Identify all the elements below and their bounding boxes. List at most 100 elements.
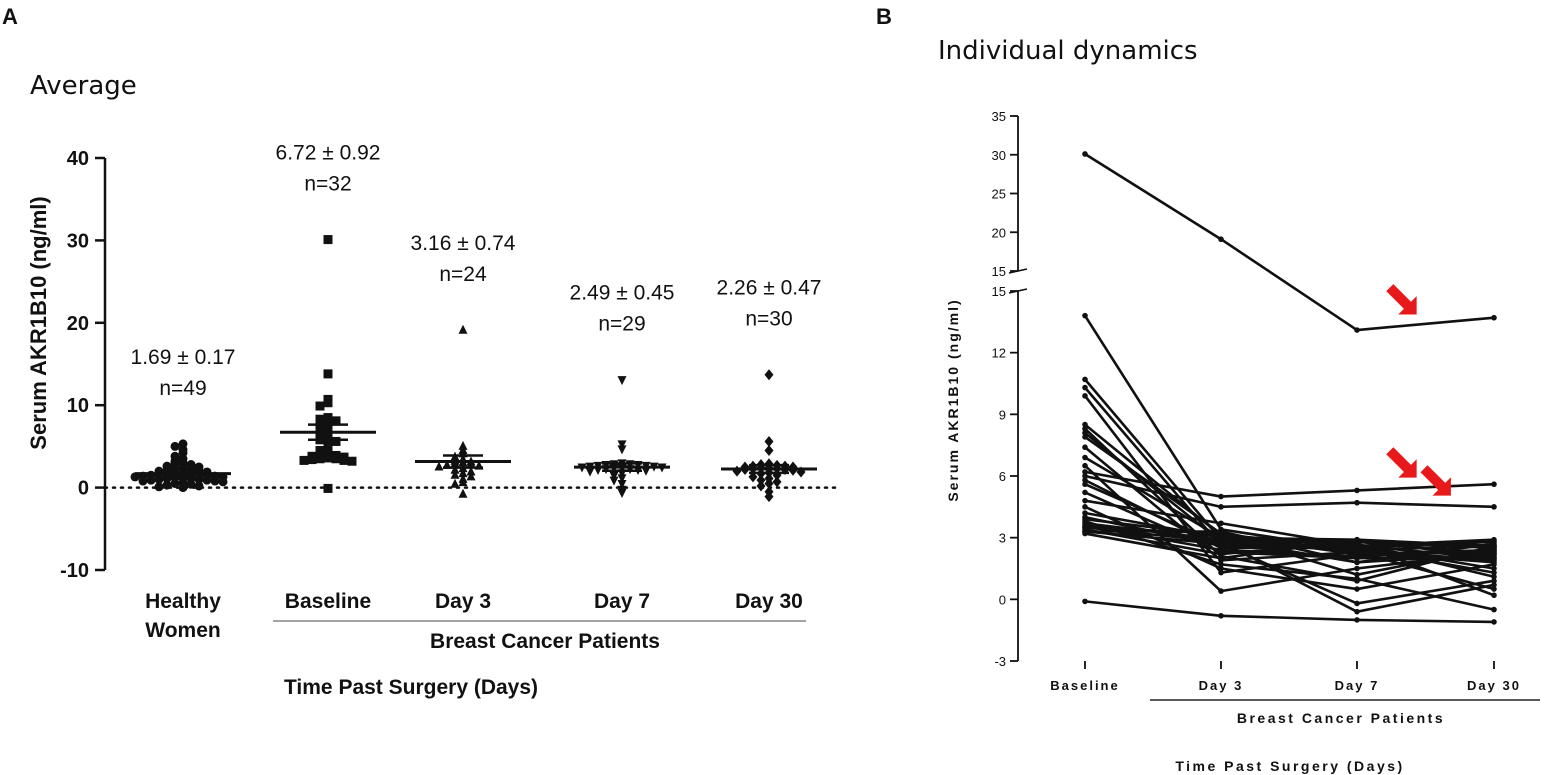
series-point [1218,555,1224,562]
data-point [466,471,476,481]
series-point [1491,565,1497,572]
series-point [1491,559,1497,566]
data-point [764,477,774,489]
series-line-segment [1355,583,1496,613]
panel-a-chart: -10 0 10 20 30 40 1.69 ± 0.17 n=49 Healthy Women… [26,142,842,699]
series-point [1082,473,1088,479]
group-stat-label: 1.69 ± 0.17 [131,346,236,369]
y-tick-label: 20 [992,225,1006,240]
series-point [1082,530,1088,537]
series-point [1082,434,1088,440]
arrow-shape [1386,447,1417,478]
x-tick-label: Baseline [1050,678,1119,693]
series-P31 [1082,530,1497,562]
series-point [1491,504,1497,510]
y-tick-label: 20 [67,313,89,335]
data-point [331,454,341,464]
series-point [1354,543,1360,549]
axis-break-mask [1265,262,1372,296]
series-line-segment [1355,618,1496,624]
panel-b-arrows [1386,284,1451,496]
series-point [1354,549,1360,555]
data-point [178,483,188,493]
series-point [1354,617,1360,623]
series-P32 [1082,598,1497,625]
series-line-segment [1219,563,1359,581]
series-point [1218,493,1224,500]
series-point [1082,444,1088,451]
series-line-segment [1083,378,1223,542]
series-point [1354,575,1360,582]
data-point [315,401,325,411]
data-point [434,461,444,471]
panel-b-labels: Baseline Day 3 Day 7 Day 30 [1050,678,1521,693]
series-point [1082,510,1088,516]
group-1 [280,235,376,493]
data-point [315,422,325,432]
group-stat-label: 3.16 ± 0.74 [411,232,516,255]
series-line-segment [1083,314,1223,531]
series-point [1354,553,1360,559]
data-point [772,476,782,488]
data-point [323,448,333,458]
x-tick-label: Day 30 [1467,678,1521,693]
series-line-segment [1083,526,1223,544]
series-point [1082,151,1088,157]
series-point [1354,608,1360,615]
data-point [323,453,333,463]
panel-b-axes: 15 20 25 30 35 -3 0 3 6 9 12 15 [992,109,1495,669]
series-line-segment [1219,237,1359,332]
data-point [347,456,357,466]
group-4 [721,369,817,503]
data-point [450,464,460,474]
series-line-segment [1219,530,1359,564]
series-P30 [1082,528,1497,566]
group-n-label: n=24 [439,263,487,286]
panel-b-group-label: Breast Cancer Patients [1237,710,1445,726]
y-tick-label: 25 [992,187,1006,202]
data-point [764,445,774,457]
panel-a-label: A [2,4,18,29]
series-P26 [1082,524,1497,615]
series-point [1218,541,1224,547]
series-line-segment [1083,470,1223,498]
series-point [1491,592,1497,599]
y-tick-label: 3 [999,531,1006,546]
y-tick-label: 10 [67,395,89,417]
data-point [585,467,595,477]
series-point [1082,598,1088,605]
series-point [1082,462,1088,469]
panel-a-points [130,235,817,503]
series-point [1082,430,1088,436]
data-point [756,480,766,492]
data-point [764,369,774,381]
data-point [194,474,204,484]
series-point [1491,555,1497,562]
series-line-segment [1219,501,1359,509]
series-point [1218,551,1224,557]
series-point [1218,561,1224,568]
panel-b-lines [1082,151,1497,625]
series-line-segment [1083,600,1223,618]
series-point [1354,565,1360,572]
data-point [323,443,333,453]
series-point [1491,481,1497,488]
series-point [1082,393,1088,399]
x-tick-label: Day 7 [1335,678,1380,693]
y-tick-label: 9 [999,407,1006,422]
data-point [323,235,333,245]
data-point [323,418,333,428]
x-tick-label: Day 3 [1199,678,1244,693]
series-point [1082,477,1088,483]
y-tick-label: -3 [994,654,1006,669]
data-point [323,413,333,423]
panel-b-x-axis-label: Time Past Surgery (Days) [1175,758,1404,774]
data-point [154,474,164,484]
series-line-segment [1355,316,1496,332]
series-point [1354,586,1360,592]
y-tick-label: 30 [67,230,89,252]
data-point [458,488,468,498]
y-tick-label: 0 [999,592,1006,607]
data-point [202,475,212,485]
series-point [1491,536,1497,543]
